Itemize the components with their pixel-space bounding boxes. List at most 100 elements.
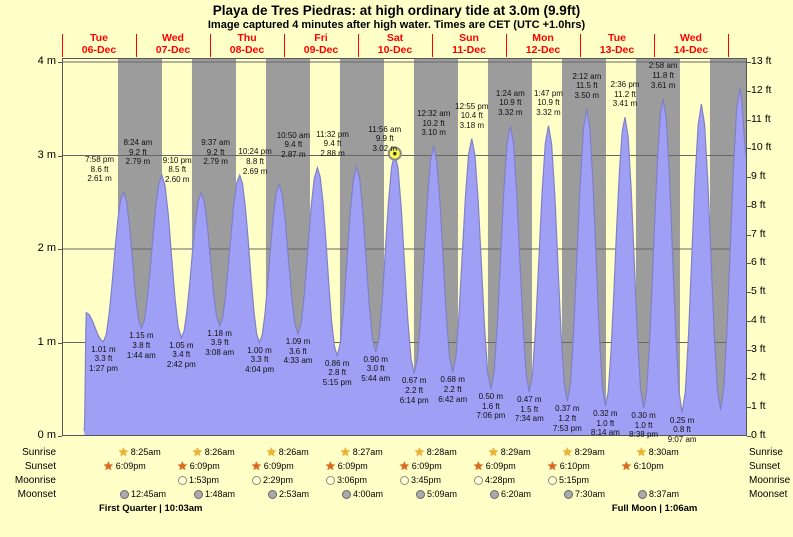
sunrise-star-icon: ★ (340, 444, 351, 459)
moonset-circle-icon (638, 489, 647, 499)
sunrise-time: 8:26am (278, 447, 309, 457)
low-tide-label: 0.37 m 1.2 ft 7:53 pm (552, 404, 582, 433)
low-tide-label: 0.47 m 1.5 ft 7:34 am (514, 395, 544, 424)
low-tide-label: 1.15 m 3.8 ft 1:44 am (126, 331, 156, 360)
y-axis-tick-ft (747, 205, 751, 207)
astro-sunset-item: ★ 6:09pm (103, 460, 146, 472)
moonrise-circle-icon (548, 475, 557, 485)
y-axis-label-ft: 12 ft (751, 83, 772, 96)
day-label: Fri 09-Dec (303, 32, 339, 56)
y-axis-tick-m (58, 342, 62, 344)
sunrise-time: 8:30am (648, 447, 679, 457)
moonset-time: 8:37am (649, 489, 680, 499)
y-axis-tick-ft (747, 320, 751, 322)
astro-moonset-item: 1:48am (194, 488, 235, 500)
low-tide-label: 0.90 m 3.0 ft 5:44 am (361, 354, 391, 384)
day-label: Wed 14-Dec (673, 32, 709, 56)
chart-title: Playa de Tres Piedras: at high ordinary … (212, 3, 581, 18)
low-tide-label: 1.18 m 3.9 ft 3:08 am (205, 328, 235, 357)
astro-sunrise-item: ★ 8:29am (562, 446, 605, 458)
low-tide-label: 1.05 m 3.4 ft 2:42 pm (166, 340, 196, 369)
low-tide-label: 0.30 m 1.0 ft 8:38 pm (629, 410, 659, 440)
sunrise-time: 8:29am (500, 447, 531, 457)
low-tide-label: 0.32 m 1.0 ft 8:14 am (590, 409, 620, 438)
day-label: Mon 12-Dec (525, 32, 561, 56)
sunset-star-icon: ★ (473, 458, 484, 473)
plot-border (62, 58, 747, 436)
sunset-star-icon: ★ (399, 458, 410, 473)
astro-sunrise-item: ★ 8:29am (488, 446, 531, 458)
y-axis-tick-m (58, 436, 62, 437)
high-tide-label: 10:24 pm 8.8 ft 2.69 m (238, 147, 272, 176)
y-axis-tick-ft (747, 148, 751, 150)
sunset-star-icon: ★ (103, 458, 114, 473)
high-tide-label: 2:58 am 11.8 ft 3.61 m (648, 61, 678, 90)
sunrise-time: 8:28am (426, 447, 457, 457)
high-tide-label: 9:10 pm 8.5 ft 2.60 m (162, 155, 192, 185)
astro-row-label-moonset: Moonset (749, 489, 788, 500)
moonset-time: 7:30am (575, 489, 606, 499)
astro-sunset-item: ★ 6:09pm (399, 460, 442, 472)
y-axis-label-ft: 5 ft (751, 285, 766, 298)
moonset-circle-icon (268, 489, 277, 499)
moonrise-time: 3:06pm (337, 475, 368, 485)
y-axis-tick-ft (747, 378, 751, 380)
high-tide-label: 1:24 am 10.9 ft 3.32 m (495, 88, 525, 117)
sunset-star-icon: ★ (325, 458, 336, 473)
astro-sunset-item: ★ 6:09pm (473, 460, 516, 472)
low-tide-label: 0.68 m 2.2 ft 6:42 am (438, 375, 468, 404)
moonrise-time: 4:28pm (485, 475, 516, 485)
sunrise-star-icon: ★ (118, 444, 129, 459)
moonrise-time: 5:15pm (559, 475, 590, 485)
high-tide-label: 2:36 pm 11.2 ft 3.41 m (610, 80, 640, 109)
y-axis-label-m: 0 m (37, 429, 56, 441)
astro-moonrise-item: 2:29pm (252, 474, 293, 486)
moonset-circle-icon (564, 489, 573, 499)
astro-row-label-moonset: Moonset (17, 489, 56, 500)
sunset-star-icon: ★ (621, 458, 632, 473)
sunrise-star-icon: ★ (636, 444, 647, 459)
moonrise-circle-icon (326, 475, 335, 485)
astro-moonset-item: 4:00am (342, 488, 383, 500)
sunset-time: 6:09pm (263, 461, 294, 471)
sunset-star-icon: ★ (177, 458, 188, 473)
moonrise-time: 3:45pm (411, 475, 442, 485)
current-time-marker-dot (392, 151, 397, 156)
low-tide-label: 1.00 m 3.3 ft 4:04 pm (245, 345, 274, 374)
astro-row-label-moonrise: Moonrise (14, 475, 56, 486)
y-axis-label-ft: 10 ft (751, 141, 772, 154)
day-separator-line (210, 34, 211, 57)
y-axis-label-m: 3 m (37, 148, 56, 161)
day-separator-line (728, 34, 729, 57)
astro-sunset-item: ★ 6:09pm (251, 460, 294, 472)
day-separator-line (358, 34, 359, 57)
astro-sunrise-item: ★ 8:26am (192, 446, 235, 458)
astro-moonrise-item: 1:53pm (178, 474, 219, 486)
moonset-circle-icon (416, 489, 425, 499)
y-axis-label-ft: 0 ft (751, 429, 766, 441)
tide-plot-area (62, 58, 747, 436)
moonset-time: 6:20am (501, 489, 532, 499)
sunset-time: 6:10pm (633, 461, 664, 471)
astro-row-label-sunrise: Sunrise (749, 447, 783, 458)
astro-sunrise-item: ★ 8:30am (636, 446, 679, 458)
moonset-circle-icon (120, 489, 129, 499)
y-axis-tick-ft (747, 90, 751, 92)
moonrise-circle-icon (474, 475, 483, 485)
moonset-time: 1:48am (205, 489, 236, 499)
sunrise-time: 8:27am (352, 447, 383, 457)
sunset-time: 6:09pm (337, 461, 368, 471)
low-tide-label: 0.86 m 2.8 ft 5:15 pm (322, 358, 352, 387)
moonset-time: 2:53am (279, 489, 310, 499)
high-tide-label: 7:58 pm 8.6 ft 2.61 m (85, 154, 114, 184)
astro-row-label-sunrise: Sunrise (22, 447, 56, 458)
y-axis-tick-ft (747, 62, 751, 63)
y-axis-tick-ft (747, 292, 751, 294)
astro-moonset-item: 12:45am (120, 488, 166, 500)
moonset-time: 5:09am (427, 489, 458, 499)
y-axis-label-m: 4 m (37, 55, 56, 67)
y-axis-tick-m (58, 155, 62, 157)
astro-moonrise-item: 5:15pm (548, 474, 589, 486)
astro-moonset-item: 5:09am (416, 488, 457, 500)
